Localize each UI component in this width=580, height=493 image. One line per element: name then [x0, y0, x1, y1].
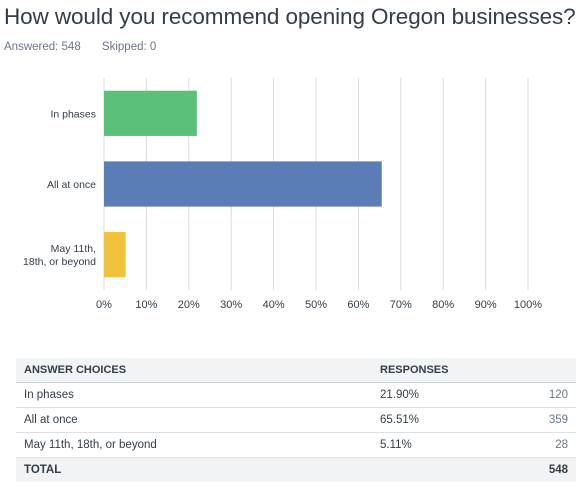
answered-count: Answered: 548: [4, 41, 81, 53]
table-row: In phases 21.90% 120: [16, 382, 576, 408]
percent-cell: 5.11%: [372, 432, 508, 458]
category-label: In phases: [50, 108, 96, 120]
bar-chart: 0% 10% 20% 30% 40% 50% 60% 70% 80% 90% 100% In phas…: [23, 78, 542, 311]
results-table: ANSWER CHOICES RESPONSES In phases 21.90…: [16, 358, 576, 482]
total-count: 548: [508, 457, 576, 482]
x-tick-label: 20%: [178, 299, 200, 311]
x-tick-label: 0%: [96, 299, 112, 311]
category-label: All at once: [47, 179, 96, 191]
count-cell: 120: [508, 382, 576, 408]
category-label: 18th, or beyond: [23, 256, 96, 268]
x-tick-label: 10%: [135, 299, 157, 311]
count-cell: 359: [508, 407, 576, 433]
choice-cell: All at once: [16, 407, 372, 433]
response-summary: Answered: 548 Skipped: 0: [4, 41, 174, 53]
bar: [104, 90, 197, 136]
x-tick-label: 50%: [305, 299, 327, 311]
x-tick-label: 100%: [514, 299, 542, 311]
header-responses: RESPONSES: [372, 358, 508, 383]
header-answer-choices: ANSWER CHOICES: [16, 358, 372, 383]
x-tick-label: 70%: [390, 299, 412, 311]
total-row: TOTAL 548: [16, 457, 576, 482]
x-tick-label: 30%: [220, 299, 242, 311]
total-label: TOTAL: [16, 457, 372, 482]
x-tick-label: 40%: [263, 299, 285, 311]
skipped-count: Skipped: 0: [101, 41, 157, 53]
x-tick-label: 90%: [475, 299, 497, 311]
header-count: [508, 358, 576, 383]
table-row: All at once 65.51% 359: [16, 407, 576, 433]
table-header-row: ANSWER CHOICES RESPONSES: [16, 358, 576, 383]
table-row: May 11th, 18th, or beyond 5.11% 28: [16, 432, 576, 458]
bar: [104, 161, 382, 207]
choice-cell: May 11th, 18th, or beyond: [16, 432, 372, 458]
count-cell: 28: [508, 432, 576, 458]
total-spacer: [372, 457, 508, 482]
x-tick-label: 80%: [432, 299, 454, 311]
bar: [104, 232, 126, 278]
category-label: May 11th,: [51, 243, 96, 255]
question-title: How would you recommend opening Oregon b…: [4, 4, 576, 29]
x-tick-label: 60%: [347, 299, 369, 311]
percent-cell: 65.51%: [372, 407, 508, 433]
choice-cell: In phases: [16, 382, 372, 408]
percent-cell: 21.90%: [372, 382, 508, 408]
